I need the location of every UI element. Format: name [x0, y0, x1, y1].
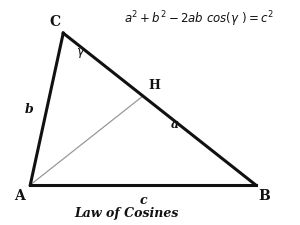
Text: a: a — [170, 118, 178, 131]
Text: A: A — [14, 189, 25, 203]
Text: $a^2 + b^2 - 2ab\ cos(\gamma\ ) = c^2$: $a^2 + b^2 - 2ab\ cos(\gamma\ ) = c^2$ — [124, 9, 274, 29]
Text: $\gamma$: $\gamma$ — [76, 46, 86, 60]
Text: C: C — [50, 15, 61, 29]
Text: B: B — [258, 189, 270, 203]
Text: H: H — [148, 79, 160, 92]
Text: b: b — [24, 103, 33, 115]
Text: Law of Cosines: Law of Cosines — [74, 207, 179, 220]
Text: c: c — [139, 194, 147, 207]
